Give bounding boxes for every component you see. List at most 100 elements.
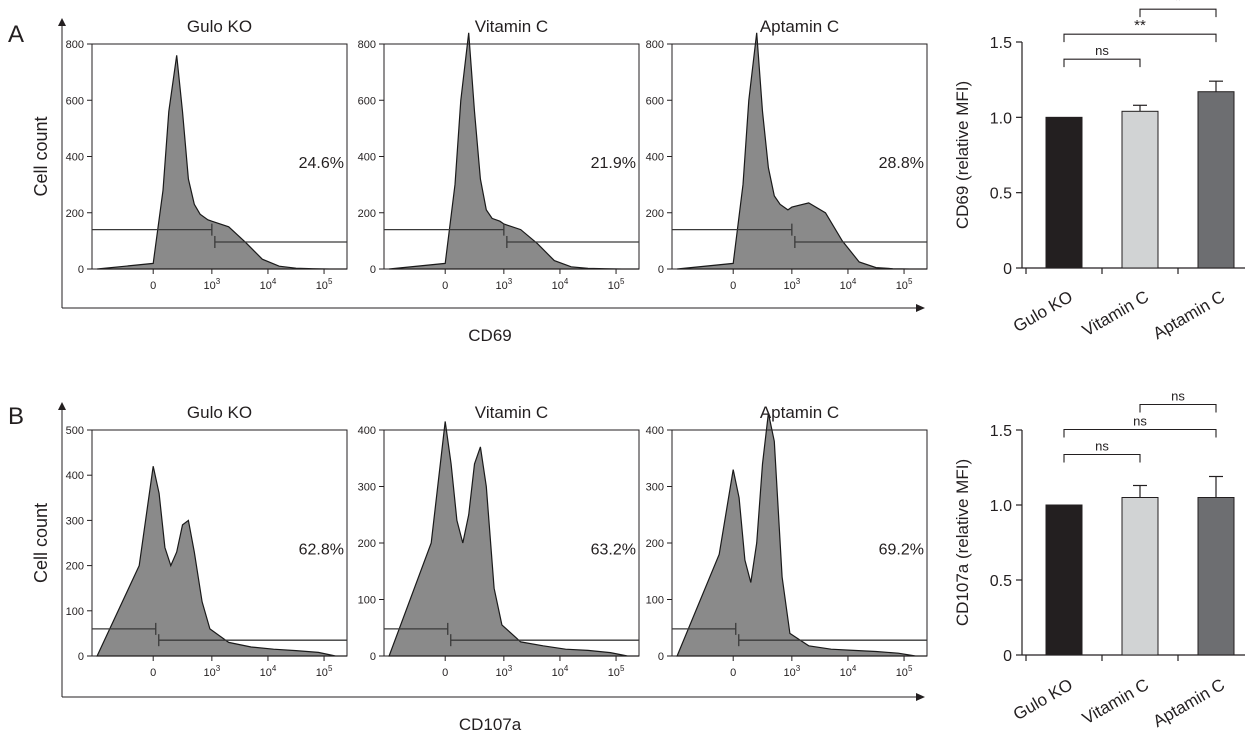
bar-category-label: Aptamin C: [1150, 287, 1228, 343]
bar: [1121, 497, 1159, 656]
bar: [1197, 91, 1235, 269]
x-tick-label: 0: [442, 667, 448, 679]
x-axis-arrowhead: [916, 693, 925, 701]
bar-y-tick-label: 1.5: [990, 423, 1012, 440]
marker-axis-label: CD107a: [459, 715, 522, 734]
x-axis-arrowhead: [916, 304, 925, 312]
significance-label: ns: [1171, 389, 1185, 404]
histogram-panel: Vitamin C 0 200 400 600 800 0 103 104 105 21.9%: [358, 17, 640, 292]
y-tick-label: 400: [66, 470, 84, 482]
bar-y-tick-label: 1.5: [990, 35, 1012, 52]
y-tick-label: 100: [358, 595, 376, 607]
y-tick-label: 0: [658, 651, 664, 663]
significance-label: *: [1175, 0, 1181, 9]
histogram-area: [388, 421, 639, 657]
x-tick-label: 103: [783, 664, 800, 679]
histogram-panel: Aptamin C 0 100 200 300 400 0 103 104 105 69.2%: [646, 403, 928, 679]
x-tick-label: 104: [840, 664, 857, 679]
x-tick-label: 103: [783, 277, 800, 292]
x-tick-label: 103: [495, 277, 512, 292]
y-tick-label: 400: [646, 425, 664, 437]
bar: [1197, 497, 1235, 656]
y-tick-label: 600: [66, 95, 84, 107]
x-tick-label: 0: [150, 667, 156, 679]
bar-y-tick-label: 0: [1003, 261, 1012, 278]
y-tick-label: 200: [646, 208, 664, 220]
bar-category-label: Aptamin C: [1150, 675, 1228, 731]
gate-percent: 63.2%: [591, 541, 636, 558]
histogram-title: Gulo KO: [187, 403, 252, 422]
histogram-area: [389, 32, 639, 270]
histogram-panel: Gulo KO 0 100 200 300 400 500 0 103 104 105 62.8%: [66, 403, 348, 679]
y-tick-label: 200: [66, 561, 84, 573]
histogram-title: Gulo KO: [187, 17, 252, 36]
x-tick-label: 105: [896, 277, 913, 292]
significance-bracket: [1063, 33, 1217, 43]
gate-percent: 21.9%: [591, 155, 636, 172]
y-tick-label: 500: [66, 425, 84, 437]
cell-count-axis-label: Cell count: [31, 503, 51, 583]
x-tick-label: 103: [495, 664, 512, 679]
panel-label-a: A: [8, 21, 24, 48]
bar-y-tick-label: 1.0: [990, 498, 1012, 515]
x-tick-label: 104: [260, 277, 277, 292]
x-tick-label: 105: [608, 664, 625, 679]
y-tick-label: 400: [358, 152, 376, 164]
bar-category-label: Vitamin C: [1079, 675, 1152, 728]
y-tick-label: 400: [66, 152, 84, 164]
histogram-area: [676, 412, 927, 657]
panel-label-b: B: [8, 403, 24, 430]
y-tick-label: 0: [370, 651, 376, 663]
bar-y-tick-label: 1.0: [990, 110, 1012, 127]
bar: [1121, 110, 1159, 269]
y-tick-label: 600: [646, 95, 664, 107]
histogram-title: Vitamin C: [475, 403, 548, 422]
y-tick-label: 200: [66, 208, 84, 220]
significance-bracket: [1063, 428, 1217, 438]
x-tick-label: 103: [203, 664, 220, 679]
x-tick-label: 0: [150, 280, 156, 292]
significance-label: ns: [1095, 439, 1109, 454]
y-tick-label: 200: [358, 208, 376, 220]
y-tick-label: 300: [358, 482, 376, 494]
y-tick-label: 0: [78, 264, 84, 276]
x-tick-label: 105: [316, 664, 333, 679]
gate-percent: 24.6%: [299, 155, 344, 172]
y-tick-label: 800: [358, 39, 376, 51]
bar-chart: 0 0.5 1.0 1.5 CD69 (relative MFI) Gulo KO Vita…: [953, 0, 1245, 343]
bar-y-axis-label: CD107a (relative MFI): [953, 459, 972, 626]
x-tick-label: 0: [730, 667, 736, 679]
bar-category-label: Gulo KO: [1010, 675, 1076, 724]
y-tick-label: 0: [370, 264, 376, 276]
histogram-area: [96, 466, 347, 657]
x-tick-label: 103: [203, 277, 220, 292]
x-tick-label: 104: [552, 664, 569, 679]
bar-y-axis-label: CD69 (relative MFI): [953, 81, 972, 229]
significance-label: ns: [1095, 43, 1109, 58]
y-axis-arrowhead: [58, 18, 66, 26]
histogram-area: [677, 32, 927, 270]
significance-bracket: [1063, 453, 1141, 463]
y-tick-label: 300: [646, 482, 664, 494]
bar: [1045, 116, 1083, 269]
bar-category-label: Vitamin C: [1079, 287, 1152, 340]
x-tick-label: 105: [608, 277, 625, 292]
significance-label: ns: [1133, 414, 1147, 429]
y-tick-label: 100: [646, 595, 664, 607]
y-tick-label: 200: [358, 538, 376, 550]
x-tick-label: 105: [896, 664, 913, 679]
bar-y-tick-label: 0.5: [990, 573, 1012, 590]
marker-axis-label: CD69: [468, 326, 511, 345]
histogram-title: Vitamin C: [475, 17, 548, 36]
x-tick-label: 104: [260, 664, 277, 679]
bar-chart: 0 0.5 1.0 1.5 CD107a (relative MFI) Gulo KO Vi…: [953, 389, 1245, 731]
significance-bracket: [1139, 403, 1217, 413]
histogram-panel: Gulo KO 0 200 400 600 800 0 103 104 105 24.6%: [66, 17, 348, 292]
y-tick-label: 400: [646, 152, 664, 164]
y-tick-label: 400: [358, 425, 376, 437]
significance-label: **: [1134, 17, 1146, 34]
bar-y-tick-label: 0.5: [990, 186, 1012, 203]
y-tick-label: 800: [646, 39, 664, 51]
cell-count-axis-label: Cell count: [31, 116, 51, 196]
